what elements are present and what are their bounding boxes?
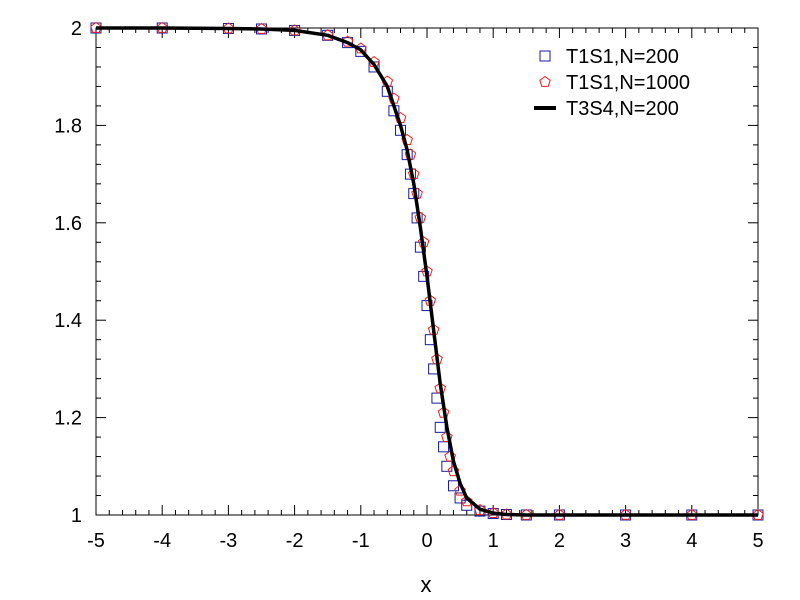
data-point-pentagon: [441, 430, 453, 442]
data-point-square: [447, 480, 459, 492]
data-point-pentagon: [437, 406, 450, 418]
legend-item: T3S4,N=200: [534, 98, 679, 120]
data-point-pentagon: [447, 465, 460, 477]
x-tick-label: 1: [488, 530, 499, 552]
data-point-pentagon: [619, 508, 632, 520]
legend-item: T1S1,N=200: [539, 46, 679, 68]
x-tick-label: -1: [352, 530, 370, 552]
x-tick-label: -2: [286, 530, 304, 552]
y-tick-label: 1.2: [54, 408, 82, 430]
x-tick-labels: -5 -4 -3 -2 -1 0 1 2 3 4 5: [87, 530, 763, 552]
data-point-pentagon: [222, 22, 235, 34]
data-point-pentagon: [156, 21, 168, 33]
data-point-pentagon: [500, 508, 513, 520]
x-tick-label: 3: [620, 530, 631, 552]
data-point-pentagon: [460, 495, 473, 507]
legend: T1S1,N=200 T1S1,N=1000 T3S4,N=200: [534, 46, 690, 120]
x-tick-label: -5: [87, 530, 105, 552]
legend-item: T1S1,N=1000: [539, 72, 690, 94]
data-point-square: [434, 421, 446, 433]
x-tick-label: 2: [554, 530, 565, 552]
y-tick-label: 1.4: [54, 310, 82, 332]
y-tick-label: 1.8: [54, 115, 82, 137]
data-point-pentagon: [90, 21, 102, 33]
data-point-pentagon: [454, 484, 466, 496]
data-point-pentagon: [752, 508, 764, 520]
y-tick-label: 1: [71, 505, 82, 527]
y-tick-label: 2: [71, 18, 82, 40]
x-tick-label: 0: [421, 530, 432, 552]
y-tick-label: 1.6: [54, 213, 82, 235]
x-tick-label: 5: [752, 530, 763, 552]
data-point-pentagon: [520, 508, 533, 520]
legend-label: T3S4,N=200: [566, 98, 679, 120]
series-line: [96, 26, 758, 517]
legend-marker-swatch: [539, 50, 551, 62]
y-tick-labels: 1 1.2 1.4 1.6 1.8 2: [54, 18, 82, 527]
data-point-pentagon: [686, 508, 698, 520]
x-tick-label: 4: [686, 530, 697, 552]
series-layer: [90, 21, 764, 521]
x-tick-label: -3: [220, 530, 238, 552]
legend-marker-swatch: [539, 75, 551, 87]
data-point-square: [441, 460, 453, 472]
data-point-pentagon: [444, 450, 456, 462]
data-point-pentagon: [288, 24, 301, 36]
x-axis-label: x: [421, 572, 432, 597]
data-point-pentagon: [553, 508, 566, 520]
data-point-square: [438, 441, 450, 453]
legend-label: T1S1,N=1000: [566, 72, 690, 94]
legend-label: T1S1,N=200: [566, 46, 679, 68]
data-point-pentagon: [255, 22, 268, 34]
data-point-square: [355, 45, 367, 57]
series-line: [96, 26, 758, 517]
x-tick-label: -4: [153, 530, 171, 552]
